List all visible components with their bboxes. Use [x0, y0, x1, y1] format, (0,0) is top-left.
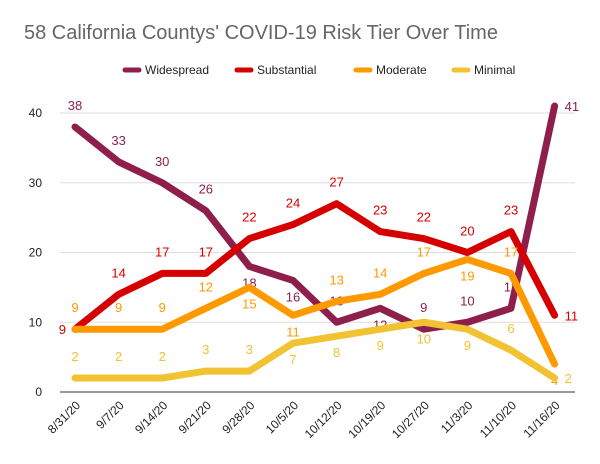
- series-line-widespread: [71, 102, 559, 333]
- series-line-minimal: [71, 318, 559, 382]
- data-label: 3: [246, 342, 253, 357]
- data-label: 9: [71, 300, 78, 315]
- data-label: 30: [155, 154, 169, 169]
- x-tick-label: 9/28/20: [219, 398, 257, 436]
- x-tick-label: 8/31/20: [45, 398, 83, 436]
- x-tick-label: 9/7/20: [93, 398, 127, 432]
- x-tick-label: 10/19/20: [345, 398, 388, 441]
- data-label: 9: [464, 338, 471, 353]
- data-label: 41: [565, 99, 579, 114]
- data-label: 23: [373, 203, 387, 218]
- y-tick-label: 30: [29, 176, 43, 190]
- legend-label: Substantial: [257, 63, 316, 77]
- data-label: 19: [460, 268, 474, 283]
- x-tick-label: 11/3/20: [438, 398, 476, 436]
- data-label: 9: [115, 300, 122, 315]
- data-label: 9: [159, 300, 166, 315]
- data-label: 12: [199, 279, 213, 294]
- y-tick-label: 0: [35, 385, 42, 399]
- data-label: 9: [59, 322, 66, 337]
- data-label: 33: [111, 133, 125, 148]
- data-label: 17: [199, 244, 213, 259]
- data-label: 22: [417, 210, 431, 225]
- data-label: 17: [504, 244, 518, 259]
- series-line-moderate: [71, 255, 559, 368]
- data-label: 23: [504, 203, 518, 218]
- legend-label: Widespread: [145, 63, 209, 77]
- data-label: 17: [417, 244, 431, 259]
- chart-title: 58 California Countys' COVID-19 Risk Tie…: [24, 22, 498, 44]
- data-label: 38: [68, 98, 82, 113]
- data-label: 9: [377, 338, 384, 353]
- data-label: 10: [417, 331, 431, 346]
- x-tick-label: 9/21/20: [176, 398, 214, 436]
- data-label: 8: [333, 345, 340, 360]
- legend-label: Minimal: [474, 63, 515, 77]
- data-label: 3: [202, 342, 209, 357]
- data-label: 16: [286, 289, 300, 304]
- data-label: 15: [242, 296, 256, 311]
- data-label: 26: [199, 182, 213, 197]
- data-label: 2: [565, 371, 572, 386]
- data-label: 20: [460, 224, 474, 239]
- x-tick-label: 9/14/20: [132, 398, 170, 436]
- data-label: 2: [115, 349, 122, 364]
- data-label: 13: [329, 272, 343, 287]
- legend-label: Moderate: [376, 63, 427, 77]
- x-tick-label: 10/12/20: [302, 398, 345, 441]
- data-label: 9: [420, 300, 427, 315]
- data-label: 24: [286, 196, 300, 211]
- series-line-substantial: [71, 200, 559, 333]
- x-tick-label: 10/5/20: [263, 398, 301, 436]
- data-label: 11: [565, 308, 579, 323]
- data-label: 6: [507, 321, 514, 336]
- data-label: 7: [289, 352, 296, 367]
- x-tick-label: 11/10/20: [477, 398, 520, 441]
- data-label: 10: [460, 293, 474, 308]
- data-label: 14: [373, 265, 387, 280]
- y-tick-label: 40: [29, 106, 43, 120]
- y-tick-label: 10: [29, 315, 43, 329]
- data-label: 27: [329, 175, 343, 190]
- x-tick-label: 11/16/20: [520, 398, 563, 441]
- data-label: 22: [242, 210, 256, 225]
- data-label: 14: [111, 265, 125, 280]
- data-label: 2: [159, 349, 166, 364]
- y-tick-label: 20: [29, 246, 43, 260]
- data-label: 11: [286, 324, 300, 339]
- data-label: 17: [155, 244, 169, 259]
- data-label: 2: [71, 349, 78, 364]
- x-tick-label: 10/27/20: [389, 398, 432, 441]
